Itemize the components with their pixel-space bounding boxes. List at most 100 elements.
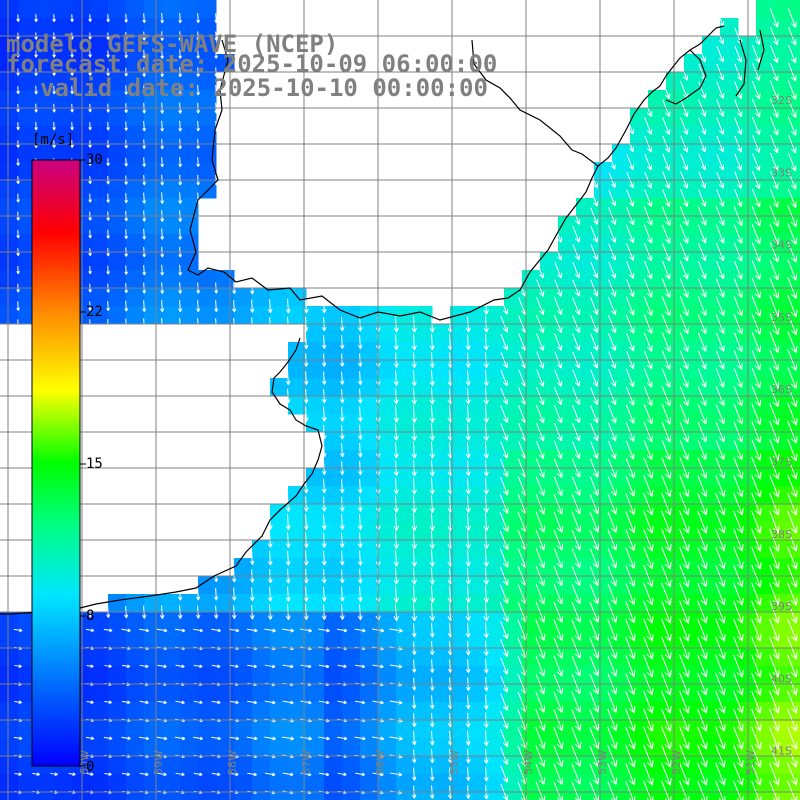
- wind-cell: [162, 288, 181, 307]
- wind-cell: [126, 126, 145, 145]
- wind-arrow: [175, 772, 185, 777]
- wind-cell: [198, 306, 217, 325]
- wind-arrow: [178, 264, 183, 276]
- wind-cell: [216, 702, 235, 721]
- wind-cell: [90, 702, 109, 721]
- wind-cell: [126, 270, 145, 289]
- wind-cell: [648, 144, 667, 163]
- wind-arrow: [267, 586, 273, 602]
- wind-cell: [324, 756, 343, 775]
- wind-cell: [162, 306, 181, 325]
- wind-cell: [198, 738, 217, 757]
- wind-cell: [396, 486, 415, 505]
- wind-cell: [144, 126, 163, 145]
- wind-cell: [0, 792, 19, 800]
- wind-cell: [684, 198, 703, 217]
- wind-arrow: [465, 334, 471, 351]
- wind-cell: [144, 594, 163, 613]
- wind-cell: [90, 54, 109, 73]
- lat-label: 41S: [771, 745, 792, 758]
- wind-cell: [36, 108, 55, 127]
- wind-cell: [234, 792, 253, 800]
- wind-arrow: [571, 655, 582, 677]
- wind-cell: [90, 252, 109, 271]
- wind-cell: [594, 270, 613, 289]
- wind-arrow: [680, 189, 689, 208]
- wind-arrow: [211, 628, 222, 633]
- wind-arrow: [680, 117, 689, 135]
- wind-arrow: [104, 664, 112, 668]
- lon-label: 56W: [374, 750, 387, 775]
- wind-arrow: [357, 335, 363, 350]
- wind-cell: [504, 720, 523, 739]
- wind-cell: [414, 684, 433, 703]
- wind-cell: [576, 360, 595, 379]
- wind-cell: [594, 396, 613, 415]
- wind-cell: [180, 666, 199, 685]
- wind-cell: [126, 666, 145, 685]
- wind-cell: [468, 612, 487, 631]
- wind-arrow: [106, 85, 110, 95]
- wind-cell: [306, 558, 325, 577]
- wind-cell: [90, 792, 109, 800]
- wind-cell: [432, 702, 451, 721]
- wind-cell: [288, 738, 307, 757]
- wind-arrow: [16, 122, 20, 131]
- wind-cell: [558, 450, 577, 469]
- lat-label: 36S: [771, 383, 792, 396]
- wind-arrow: [625, 618, 636, 642]
- wind-arrow: [318, 700, 330, 705]
- wind-arrow: [318, 664, 330, 669]
- wind-arrow: [553, 763, 564, 785]
- wind-arrow: [106, 229, 110, 239]
- wind-arrow: [769, 690, 780, 714]
- wind-cell: [324, 324, 343, 343]
- wind-cell: [360, 450, 379, 469]
- wind-cell: [360, 558, 379, 577]
- wind-arrow: [734, 189, 743, 208]
- coastline-buenos-aires: [0, 337, 323, 615]
- wind-cell: [360, 702, 379, 721]
- wind-arrow: [625, 547, 636, 569]
- wind-arrow: [337, 664, 347, 669]
- wind-arrow: [355, 664, 366, 669]
- wind-cell: [90, 108, 109, 127]
- wind-cell: [54, 54, 73, 73]
- wind-cell: [108, 180, 127, 199]
- wind-arrow: [411, 370, 417, 387]
- wind-arrow: [536, 333, 545, 351]
- wind-arrow: [787, 654, 798, 678]
- wind-arrow: [572, 404, 581, 424]
- wind-cell: [684, 126, 703, 145]
- wind-cell: [180, 738, 199, 757]
- wind-cell: [198, 0, 217, 19]
- wind-cell: [72, 18, 91, 37]
- wind-arrow: [607, 726, 618, 750]
- wind-cell: [468, 666, 487, 685]
- wind-cell: [342, 450, 361, 469]
- wind-cell: [468, 648, 487, 667]
- wind-arrow: [554, 297, 563, 316]
- wind-arrow: [733, 510, 744, 534]
- wind-cell: [126, 288, 145, 307]
- wind-arrow: [106, 158, 110, 167]
- wind-cell: [144, 648, 163, 667]
- wind-cell: [486, 504, 505, 523]
- wind-arrow: [157, 700, 167, 705]
- wind-cell: [522, 450, 541, 469]
- wind-cell: [594, 378, 613, 397]
- wind-arrow: [679, 260, 689, 280]
- wind-cell: [540, 396, 559, 415]
- wind-cell: [450, 774, 469, 793]
- wind-arrow: [124, 13, 128, 23]
- wind-cell: [594, 234, 613, 253]
- wind-arrow: [412, 659, 417, 673]
- wind-cell: [198, 684, 217, 703]
- wind-cell: [162, 234, 181, 253]
- wind-arrow: [734, 117, 743, 135]
- wind-cell: [666, 180, 685, 199]
- wind-cell: [180, 234, 199, 253]
- wind-arrow: [229, 700, 239, 705]
- wind-arrow: [16, 86, 20, 95]
- wind-cell: [576, 378, 595, 397]
